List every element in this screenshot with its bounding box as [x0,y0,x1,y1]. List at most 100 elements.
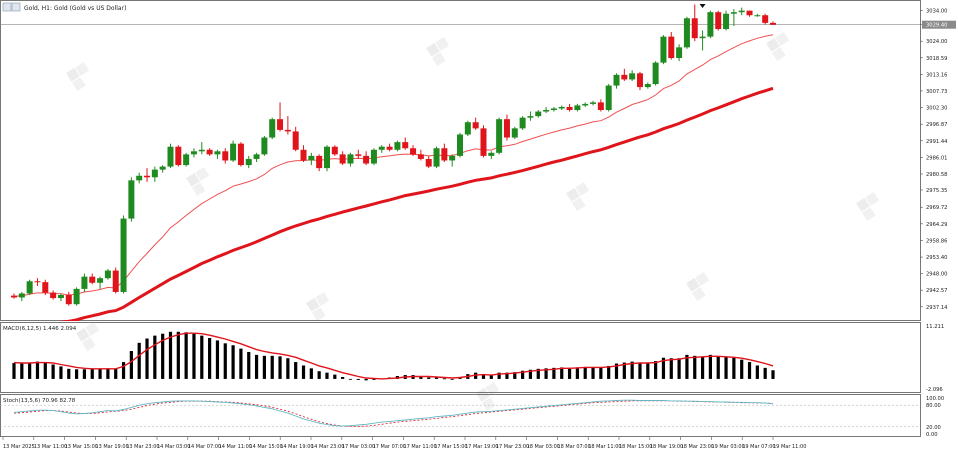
macd-bar[interactable] [90,369,94,379]
macd-bar[interactable] [278,356,282,379]
candle[interactable] [770,21,776,25]
macd-bar[interactable] [82,369,87,379]
candle[interactable] [683,16,690,49]
candle[interactable] [42,279,49,296]
macd-bar[interactable] [372,378,376,380]
macd-bar[interactable] [348,378,353,380]
candle[interactable] [730,9,737,26]
candle[interactable] [104,269,111,280]
macd-bar[interactable] [614,363,619,379]
macd-bar[interactable] [638,362,642,379]
macd-bar[interactable] [309,368,313,379]
macd-bar[interactable] [622,362,626,379]
candle[interactable] [136,172,143,184]
macd-bar[interactable] [341,376,345,379]
candle[interactable] [629,70,636,81]
macd-bar[interactable] [51,364,55,379]
candle[interactable] [558,105,565,111]
candle[interactable] [206,148,213,156]
macd-bar[interactable] [575,367,579,379]
candle[interactable] [410,145,417,156]
macd-bar[interactable] [654,361,658,379]
candle[interactable] [253,152,260,162]
macd-bar[interactable] [747,362,752,379]
price-axis[interactable]: 3034.00 3029.40 3024.00 3018.59 3013.16 3007.… [920,9,956,438]
candle[interactable] [214,149,221,159]
candle[interactable] [590,100,597,106]
candle[interactable] [120,215,127,294]
macd-bar[interactable] [161,333,165,379]
candle[interactable] [707,10,714,39]
macd-bar[interactable] [567,367,572,379]
macd-bar[interactable] [317,371,321,379]
macd-bar[interactable] [333,374,337,379]
candle[interactable] [652,61,659,86]
macd-bar[interactable] [591,366,595,379]
macd-bar[interactable] [724,357,728,379]
stoch-main-line[interactable] [13,399,774,427]
candle[interactable] [151,166,158,182]
candle[interactable] [284,116,291,135]
candle[interactable] [503,114,510,141]
candle[interactable] [81,273,88,292]
candle[interactable] [457,132,464,158]
macd-bar[interactable] [106,368,110,379]
macd-bar[interactable] [286,358,290,379]
candle[interactable] [190,148,197,158]
macd-bar[interactable] [497,372,501,379]
macd-bar[interactable] [599,367,603,379]
candle[interactable] [370,148,377,166]
macd-bar[interactable] [153,335,157,379]
candle[interactable] [613,73,620,89]
candle[interactable] [464,120,471,137]
candle[interactable] [347,152,354,167]
candle[interactable] [198,142,205,155]
macd-bar[interactable] [114,368,118,379]
candle[interactable] [308,152,315,166]
candle[interactable] [433,146,440,169]
candle[interactable] [355,149,362,159]
candle[interactable] [386,143,393,152]
macd-bar[interactable] [646,363,650,379]
candle[interactable] [621,68,628,81]
macd-bar[interactable] [98,368,102,379]
macd-bar[interactable] [301,365,306,379]
macd-bar[interactable] [215,340,220,379]
candle[interactable] [566,103,573,112]
candle[interactable] [339,151,346,166]
candle[interactable] [26,279,33,296]
candle[interactable] [480,125,487,158]
macd-panel[interactable]: MACD(6,12,5) 1.446 2.094 [3,326,775,381]
candle[interactable] [738,7,745,16]
candle[interactable] [11,293,17,299]
candle[interactable] [715,10,722,31]
candle[interactable] [50,290,57,300]
macd-bar[interactable] [192,333,196,379]
macd-bar[interactable] [700,356,705,379]
candle[interactable] [746,10,753,17]
ma-slow-line[interactable] [14,86,774,331]
candle[interactable] [323,145,330,172]
macd-signal-line[interactable] [13,332,774,380]
candle[interactable] [472,117,479,130]
candle[interactable] [18,291,25,302]
macd-bar[interactable] [607,365,611,379]
candle[interactable] [511,126,518,140]
candle[interactable] [73,287,80,306]
macd-bar[interactable] [145,338,149,379]
macd-bar[interactable] [247,351,251,379]
macd-bar[interactable] [168,331,173,379]
macd-bar[interactable] [184,332,188,379]
candle[interactable] [519,116,526,130]
candle[interactable] [292,126,299,152]
macd-bar[interactable] [434,377,439,379]
candle[interactable] [230,140,237,162]
candle[interactable] [237,142,244,167]
candle[interactable] [754,13,761,17]
macd-bar[interactable] [137,342,141,379]
macd-bar[interactable] [583,366,587,379]
macd-bar[interactable] [427,377,431,379]
